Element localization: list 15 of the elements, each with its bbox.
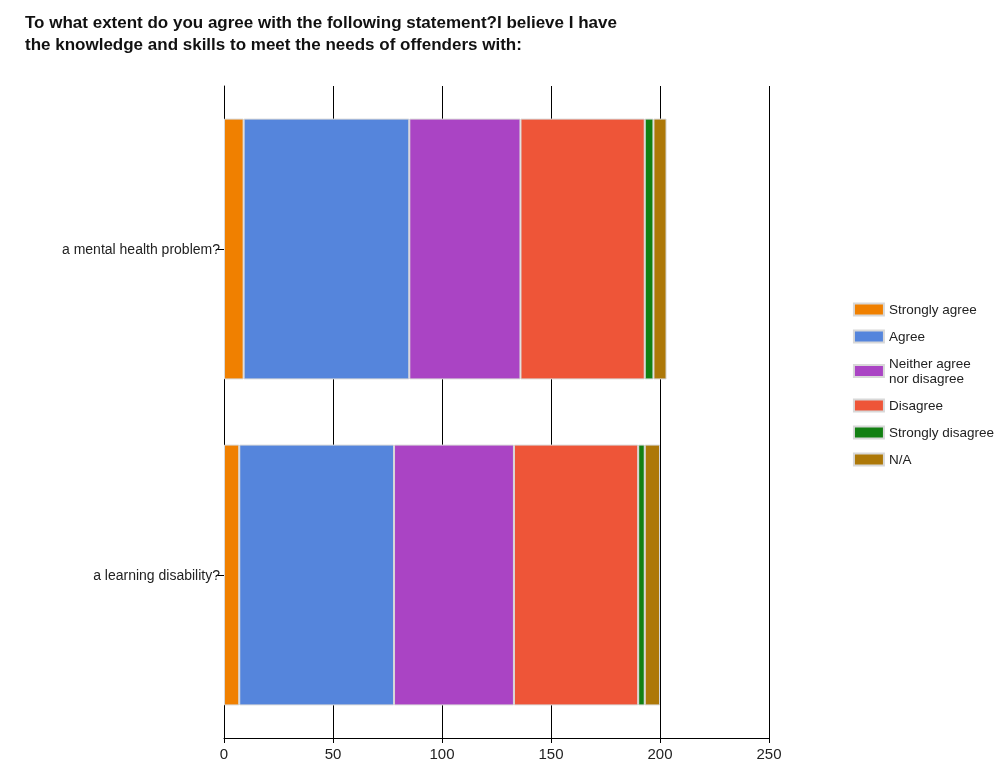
legend-label: Neither agree nor disagree (888, 356, 971, 386)
legend-label: Strongly agree (888, 302, 977, 317)
chart-title: To what extent do you agree with the following statement?I believe I have the knowledge and skills to meet the needs of offenders with: (25, 12, 617, 54)
y-tick-label: a learning disability? (93, 567, 221, 583)
x-tick-label: 50 (324, 745, 342, 762)
x-tick-label: 100 (429, 745, 455, 762)
x-tick-label: 250 (756, 745, 782, 762)
x-tick-label: 200 (647, 745, 673, 762)
y-tick-label: a mental health problem? (62, 241, 221, 257)
x-tick-label: 150 (538, 745, 564, 762)
legend-label: N/A (888, 452, 912, 467)
x-tick-label: 0 (219, 745, 229, 762)
legend-label: Disagree (888, 398, 943, 413)
legend-label: Agree (888, 329, 925, 344)
legend-label: Strongly disagree (888, 425, 994, 440)
